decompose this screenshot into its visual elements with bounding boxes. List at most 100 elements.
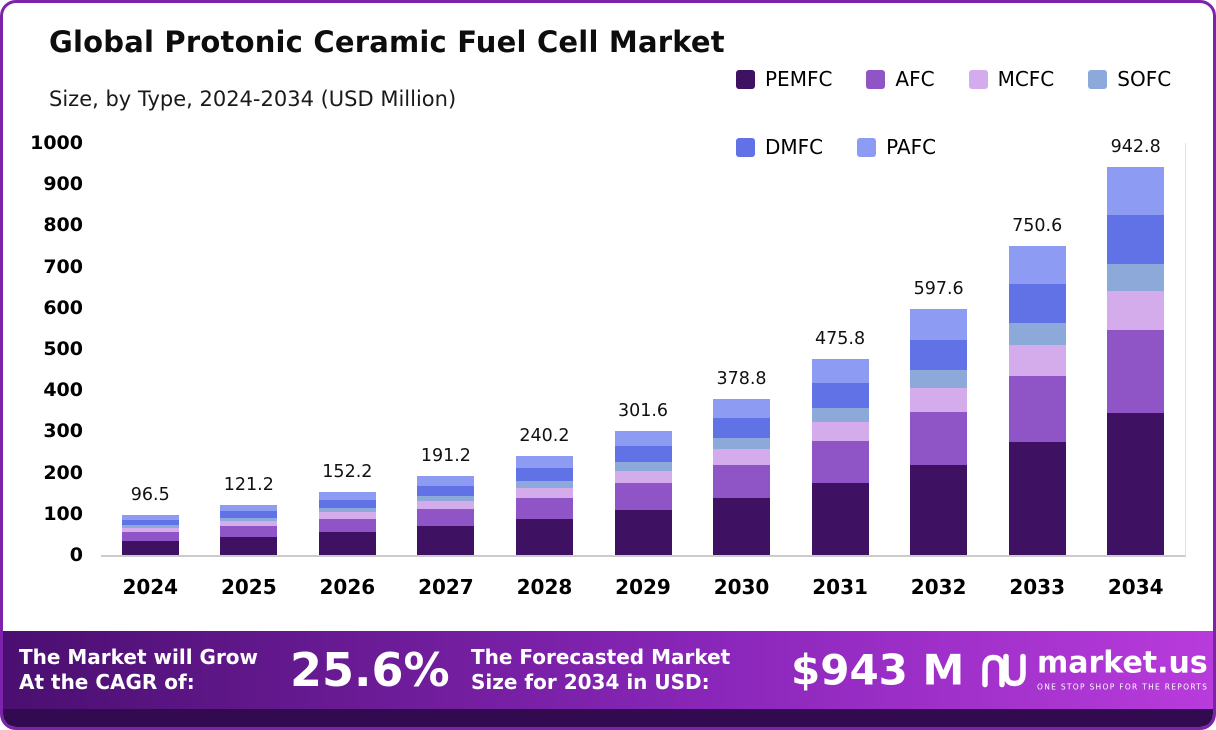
bar-segment-sofc-2027[interactable] [417, 495, 475, 502]
y-tick-label-200: 200 [43, 461, 83, 484]
bar-segment-mcfc-2033[interactable] [1008, 344, 1066, 376]
bar-segment-afc-2025[interactable] [220, 526, 278, 537]
legend-item-mcfc[interactable]: MCFC [968, 67, 1054, 91]
legend-item-pafc[interactable]: PAFC [857, 135, 936, 159]
bar-segment-pemfc-2034[interactable] [1107, 413, 1165, 555]
bar-segment-pemfc-2031[interactable] [811, 483, 869, 555]
bar-segment-sofc-2032[interactable] [910, 370, 968, 388]
bar-segment-pafc-2026[interactable] [318, 492, 376, 501]
plot-area: 96.5 121.2 152.2 191.2 240.2 301.6 378.8 475.8 5… [101, 137, 1186, 557]
bar-segment-dmfc-2028[interactable] [515, 468, 573, 481]
bar-segment-mcfc-2032[interactable] [910, 387, 968, 413]
legend-item-afc[interactable]: AFC [866, 67, 935, 91]
bar-2024[interactable] [121, 143, 179, 555]
bar-segment-dmfc-2026[interactable] [318, 500, 376, 508]
bar-segment-pafc-2032[interactable] [910, 308, 968, 340]
bar-segment-pemfc-2028[interactable] [515, 518, 573, 555]
bar-total-label-2027: 191.2 [420, 446, 471, 467]
bar-segment-dmfc-2025[interactable] [220, 511, 278, 518]
bar-segment-sofc-2025[interactable] [220, 517, 278, 522]
bar-segment-pafc-2028[interactable] [515, 456, 573, 469]
bar-segment-sofc-2033[interactable] [1008, 323, 1066, 345]
bar-segment-pafc-2033[interactable] [1008, 245, 1066, 285]
bar-2025[interactable] [220, 143, 278, 555]
bar-2034[interactable] [1107, 143, 1165, 555]
bar-2033[interactable] [1008, 143, 1066, 555]
bar-segment-mcfc-2030[interactable] [713, 448, 771, 465]
bar-segment-afc-2029[interactable] [614, 482, 672, 510]
bar-segment-pemfc-2033[interactable] [1008, 442, 1066, 555]
bar-segment-dmfc-2030[interactable] [713, 418, 771, 438]
bar-2028[interactable] [515, 143, 573, 555]
bar-segment-dmfc-2034[interactable] [1107, 215, 1165, 264]
legend-swatch-dmfc [736, 137, 755, 157]
bar-segment-mcfc-2029[interactable] [614, 470, 672, 483]
bar-2027[interactable] [417, 143, 475, 555]
bar-segment-sofc-2024[interactable] [121, 525, 179, 528]
forecast-value: $943 M [791, 645, 965, 695]
bar-segment-mcfc-2024[interactable] [121, 527, 179, 532]
bar-2031[interactable] [811, 143, 869, 555]
bar-segment-dmfc-2029[interactable] [614, 446, 672, 462]
bar-segment-mcfc-2026[interactable] [318, 512, 376, 519]
bar-segment-pafc-2029[interactable] [614, 430, 672, 447]
bar-segment-pemfc-2025[interactable] [220, 536, 278, 555]
bar-segment-afc-2034[interactable] [1107, 329, 1165, 414]
bar-segment-pafc-2024[interactable] [121, 515, 179, 521]
bar-segment-pemfc-2030[interactable] [713, 498, 771, 555]
bar-segment-afc-2033[interactable] [1008, 375, 1066, 443]
bar-segment-sofc-2029[interactable] [614, 461, 672, 471]
bar-segment-dmfc-2031[interactable] [811, 383, 869, 408]
x-axis: 2024 2025 2026 2027 2028 2029 2030 2031 2032 2033… [101, 575, 1185, 607]
bar-segment-afc-2026[interactable] [318, 518, 376, 533]
legend-item-pemfc[interactable]: PEMFC [736, 67, 832, 91]
bar-2029[interactable] [614, 143, 672, 555]
bar-segment-pemfc-2027[interactable] [417, 526, 475, 555]
bar-2032[interactable] [910, 143, 968, 555]
bar-2026[interactable] [318, 143, 376, 555]
bar-segment-mcfc-2031[interactable] [811, 421, 869, 442]
bar-segment-pafc-2025[interactable] [220, 505, 278, 512]
bar-segment-sofc-2031[interactable] [811, 407, 869, 422]
bar-segment-pemfc-2026[interactable] [318, 532, 376, 555]
bar-segment-pafc-2027[interactable] [417, 476, 475, 487]
x-axis-label-2028: 2028 [516, 575, 573, 599]
bar-segment-mcfc-2025[interactable] [220, 521, 278, 527]
x-axis-label-2026: 2026 [319, 575, 376, 599]
legend-item-dmfc[interactable]: DMFC [736, 135, 823, 159]
bar-segment-mcfc-2028[interactable] [515, 487, 573, 498]
bar-segment-pafc-2030[interactable] [713, 398, 771, 419]
bar-segment-sofc-2030[interactable] [713, 437, 771, 449]
legend-item-sofc[interactable]: SOFC [1088, 67, 1171, 91]
bar-segment-sofc-2034[interactable] [1107, 263, 1165, 291]
y-tick-label-400: 400 [43, 379, 83, 402]
legend-row-1: PEMFC AFC MCFC SOFC [736, 67, 1171, 91]
bar-segment-afc-2030[interactable] [713, 464, 771, 499]
bar-segment-afc-2024[interactable] [121, 531, 179, 541]
brand-logo[interactable]: market.us ONE STOP SHOP FOR THE REPORTS [981, 648, 1209, 692]
cagr-label-line2: At the CAGR of: [19, 670, 195, 694]
bar-segment-dmfc-2033[interactable] [1008, 284, 1066, 324]
logo-tagline: ONE STOP SHOP FOR THE REPORTS [1037, 682, 1209, 692]
bar-segment-pemfc-2029[interactable] [614, 509, 672, 555]
x-axis-label-2029: 2029 [615, 575, 671, 599]
bar-segment-mcfc-2034[interactable] [1107, 290, 1165, 330]
bar-segment-dmfc-2027[interactable] [417, 486, 475, 496]
bar-segment-afc-2027[interactable] [417, 509, 475, 527]
bar-segment-afc-2031[interactable] [811, 441, 869, 484]
bar-segment-dmfc-2032[interactable] [910, 339, 968, 371]
cagr-label-line1: The Market will Grow [19, 645, 259, 669]
bar-segment-sofc-2028[interactable] [515, 480, 573, 488]
bar-2030[interactable] [713, 143, 771, 555]
bar-segment-pemfc-2024[interactable] [121, 540, 179, 555]
market-us-logo-icon [982, 653, 1026, 687]
x-axis-label-2027: 2027 [418, 575, 474, 599]
bar-segment-afc-2028[interactable] [515, 497, 573, 519]
bar-segment-pafc-2031[interactable] [811, 359, 869, 384]
bar-segment-pafc-2034[interactable] [1107, 166, 1165, 216]
bar-segment-dmfc-2024[interactable] [121, 520, 179, 526]
bar-segment-sofc-2026[interactable] [318, 507, 376, 513]
bar-segment-mcfc-2027[interactable] [417, 501, 475, 510]
bar-segment-afc-2032[interactable] [910, 412, 968, 466]
bar-segment-pemfc-2032[interactable] [910, 465, 968, 555]
